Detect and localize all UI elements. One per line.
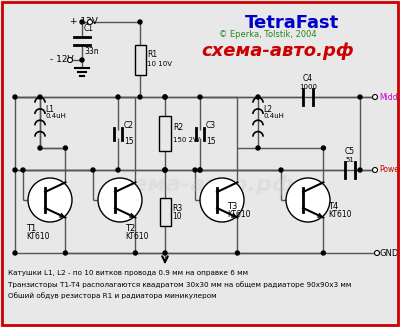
Text: 33n: 33n <box>84 47 99 56</box>
Text: TetraFast: TetraFast <box>245 14 339 32</box>
Text: C1: C1 <box>84 24 94 33</box>
Circle shape <box>163 168 167 172</box>
Text: 1000: 1000 <box>299 84 317 90</box>
Circle shape <box>374 250 380 255</box>
Text: C5: C5 <box>345 147 355 156</box>
Text: Катушки L1, L2 - по 10 витков провода 0.9 мм на оправке 6 мм: Катушки L1, L2 - по 10 витков провода 0.… <box>8 270 248 276</box>
Text: L1: L1 <box>45 105 54 114</box>
Circle shape <box>193 168 197 172</box>
Text: схема-авто.рф: схема-авто.рф <box>106 175 294 195</box>
Circle shape <box>200 178 244 222</box>
Text: C2: C2 <box>124 121 134 129</box>
Circle shape <box>138 95 142 99</box>
Circle shape <box>372 95 378 99</box>
Text: KT610: KT610 <box>26 232 50 241</box>
Circle shape <box>13 251 17 255</box>
Circle shape <box>358 95 362 99</box>
Circle shape <box>64 251 67 255</box>
Text: R3: R3 <box>172 204 182 213</box>
Circle shape <box>279 168 283 172</box>
Circle shape <box>163 95 167 99</box>
Text: 10: 10 <box>172 212 182 221</box>
Circle shape <box>322 146 326 150</box>
Text: 150 2W: 150 2W <box>173 136 200 143</box>
Circle shape <box>322 251 326 255</box>
Text: схема-авто.рф: схема-авто.рф <box>202 42 354 60</box>
Circle shape <box>21 168 25 172</box>
Text: T2: T2 <box>125 224 135 233</box>
Circle shape <box>163 168 167 172</box>
Circle shape <box>163 168 167 172</box>
Text: Обший обдув резистора R1 и радиатора миникулером: Обший обдув резистора R1 и радиатора мин… <box>8 292 217 299</box>
Text: T4: T4 <box>328 202 338 211</box>
Circle shape <box>358 168 362 172</box>
Circle shape <box>198 168 202 172</box>
Text: KT610: KT610 <box>227 210 250 219</box>
Circle shape <box>98 178 142 222</box>
Text: KT610: KT610 <box>328 210 352 219</box>
Text: L2: L2 <box>263 105 272 114</box>
Bar <box>160 198 170 226</box>
Circle shape <box>256 95 260 99</box>
Text: 15: 15 <box>206 137 216 146</box>
Text: - 12V: - 12V <box>50 56 74 64</box>
Text: T1: T1 <box>26 224 36 233</box>
Text: C4: C4 <box>303 74 313 83</box>
Text: + 12V: + 12V <box>70 18 98 26</box>
Circle shape <box>80 58 84 62</box>
Circle shape <box>88 20 92 25</box>
Circle shape <box>134 251 138 255</box>
Text: KT610: KT610 <box>125 232 148 241</box>
Circle shape <box>80 20 84 24</box>
Text: 10 10V: 10 10V <box>147 61 172 67</box>
Text: Транзисторы T1-T4 располагаются квадратом 30x30 мм на общем радиаторе 90x90x3 мм: Транзисторы T1-T4 располагаются квадрато… <box>8 281 351 288</box>
Text: PowerOut: PowerOut <box>379 165 400 175</box>
Circle shape <box>116 168 120 172</box>
Circle shape <box>38 146 42 150</box>
Bar <box>159 116 171 151</box>
Text: R2: R2 <box>173 123 183 132</box>
Circle shape <box>38 95 42 99</box>
Bar <box>134 44 146 75</box>
Text: 0.4uH: 0.4uH <box>45 113 66 119</box>
Text: C3: C3 <box>206 121 216 129</box>
Circle shape <box>64 146 67 150</box>
Text: 0.4uH: 0.4uH <box>263 113 284 119</box>
Text: R1: R1 <box>147 50 157 59</box>
Circle shape <box>163 95 167 99</box>
Circle shape <box>116 95 120 99</box>
Text: T3: T3 <box>227 202 237 211</box>
Text: © Eperka, Tolstik, 2004: © Eperka, Tolstik, 2004 <box>219 30 317 39</box>
Circle shape <box>372 167 378 173</box>
Text: GND: GND <box>379 250 398 259</box>
Circle shape <box>235 251 239 255</box>
Circle shape <box>198 168 202 172</box>
Circle shape <box>163 251 167 255</box>
Circle shape <box>138 20 142 24</box>
Text: MiddleOut: MiddleOut <box>379 93 400 101</box>
Circle shape <box>256 146 260 150</box>
Circle shape <box>198 95 202 99</box>
Circle shape <box>13 168 17 172</box>
Text: 51: 51 <box>346 157 354 163</box>
Circle shape <box>28 178 72 222</box>
Circle shape <box>13 95 17 99</box>
Circle shape <box>68 58 72 62</box>
Text: 15: 15 <box>124 137 134 146</box>
Circle shape <box>91 168 95 172</box>
Circle shape <box>286 178 330 222</box>
